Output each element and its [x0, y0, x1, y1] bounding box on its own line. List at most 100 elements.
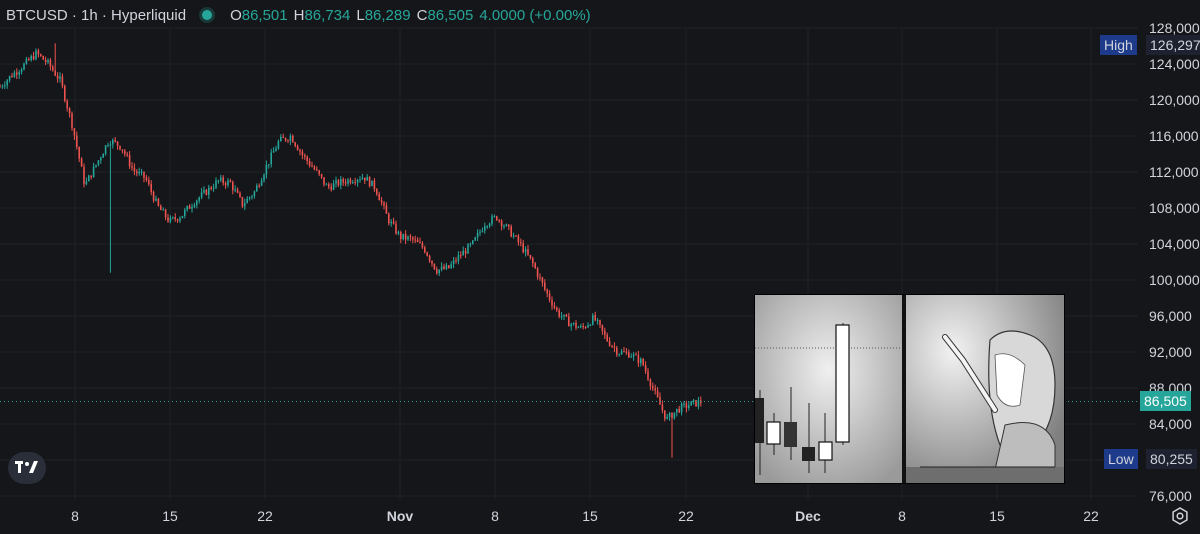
candle-body: [25, 58, 28, 64]
candle-body: [604, 330, 606, 335]
candle-body: [59, 76, 61, 79]
candle-body: [320, 174, 323, 178]
last-price-tag: 86,505: [1140, 391, 1191, 411]
candle-body: [42, 55, 44, 60]
candle-body: [191, 206, 193, 209]
candle-body: [92, 166, 95, 178]
candle-body: [472, 240, 474, 244]
market-status-icon: [202, 10, 213, 20]
candle-body: [263, 174, 265, 181]
candle-body: [484, 226, 486, 231]
candle-body: [246, 198, 248, 204]
candle-body: [109, 144, 112, 146]
candle-body: [613, 346, 616, 348]
candle-body: [373, 180, 376, 190]
candle-body: [83, 166, 85, 185]
price-tick-label: 116,000: [1149, 128, 1199, 144]
candle-body: [625, 351, 628, 353]
tradingview-logo-icon[interactable]: [8, 452, 46, 484]
candle-body: [157, 198, 160, 206]
candle-body: [212, 187, 215, 190]
candle-body: [119, 145, 121, 150]
candle-body: [107, 144, 109, 146]
candle-body: [397, 232, 400, 234]
candle-body: [683, 403, 685, 405]
candle-body: [508, 224, 510, 227]
candle-body: [616, 347, 618, 355]
candle-body: [580, 325, 582, 328]
candle-body: [133, 167, 136, 172]
price-axis[interactable]: 128,000 124,000 120,000 116,000 112,000 108,0…: [1149, 20, 1200, 504]
candle-body: [416, 239, 419, 243]
time-tick-label: 15: [162, 508, 178, 524]
candle-body: [227, 180, 229, 186]
candle-body: [640, 358, 642, 364]
symbol-label[interactable]: BTCUSD · 1h · Hyperliquid: [6, 6, 187, 24]
candle-body: [407, 236, 409, 240]
candle-body: [136, 171, 138, 174]
candle-body: [378, 193, 380, 201]
candle-body: [496, 216, 498, 221]
candle-body: [601, 324, 604, 331]
candle-body: [198, 197, 200, 201]
candle-body: [632, 354, 635, 357]
candle-body: [0, 86, 1, 88]
open-value: 86,501: [241, 6, 288, 24]
candle-body: [28, 58, 30, 61]
candle-body: [368, 176, 371, 187]
candle-body: [1, 86, 4, 88]
chart-legend: BTCUSD · 1h · Hyperliquid O 86,501 H 86,…: [6, 4, 591, 26]
candle-body: [474, 237, 476, 241]
candle-body: [140, 171, 143, 173]
candle-body: [644, 365, 647, 372]
candle-body: [414, 239, 416, 241]
gear-icon[interactable]: [1170, 506, 1190, 526]
candle-body: [85, 181, 88, 185]
candle-body: [618, 354, 620, 356]
candle-body: [628, 352, 630, 358]
time-tick-label: 15: [582, 508, 598, 524]
candle-body: [342, 179, 344, 183]
candle-body: [515, 235, 517, 237]
time-tick-label: 8: [491, 508, 499, 524]
candle-body: [4, 85, 6, 87]
candle-body: [476, 232, 479, 238]
candle-body: [126, 154, 128, 156]
candle-body: [66, 100, 68, 109]
candle-body: [150, 183, 152, 192]
candle-body: [558, 310, 560, 317]
time-tick-label: 22: [1083, 508, 1099, 524]
candle-body: [524, 249, 527, 253]
candle-body: [313, 166, 316, 170]
candle-body: [311, 165, 313, 167]
candle-body: [630, 356, 632, 358]
candle-body: [32, 55, 35, 60]
candle-body: [316, 169, 318, 171]
candle-body: [383, 202, 385, 206]
time-axis[interactable]: 8 15 22 Nov 8 15 22 Dec 8 15 22: [71, 508, 1099, 524]
candle-body: [544, 282, 546, 290]
candle-body: [56, 75, 59, 79]
candle-body: [433, 263, 436, 270]
candle-body: [306, 156, 308, 162]
candle-body: [272, 151, 275, 153]
open-label: O: [230, 6, 242, 24]
candle-body: [6, 80, 8, 86]
candle-body: [517, 235, 520, 243]
candle-body: [536, 268, 539, 277]
candle-body: [97, 160, 100, 165]
candle-body: [124, 150, 126, 155]
candle-body: [642, 358, 644, 366]
candle-body: [35, 50, 37, 60]
candle-body: [428, 255, 431, 261]
candle-body: [596, 320, 599, 322]
candle-body: [520, 242, 522, 244]
candle-body: [121, 149, 124, 151]
candle-body: [16, 72, 18, 75]
candle-body: [49, 59, 52, 67]
close-label: C: [416, 6, 428, 24]
price-tick-label: 84,000: [1149, 416, 1192, 432]
candle-body: [421, 243, 424, 248]
candle-body: [11, 75, 13, 78]
candle-body: [73, 128, 76, 136]
